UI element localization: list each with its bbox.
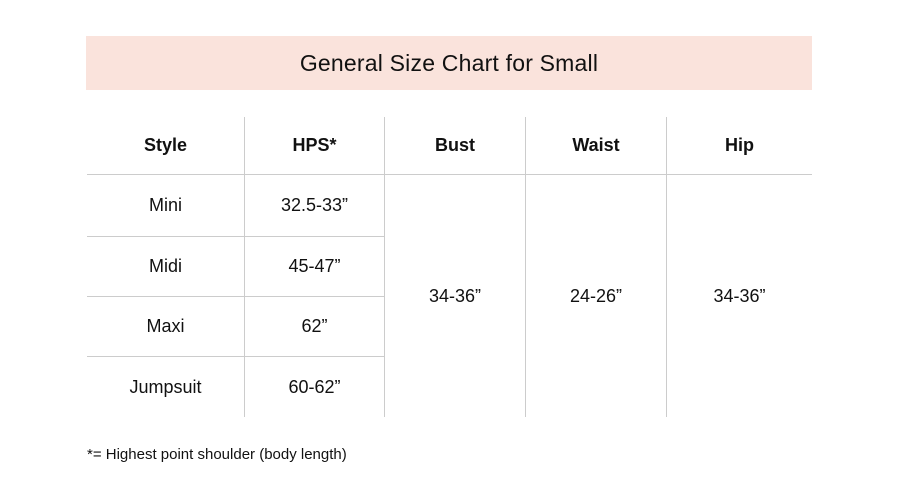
- waist-merged-cell: 24-26”: [525, 175, 666, 417]
- page-title: General Size Chart for Small: [299, 49, 599, 76]
- column-header-bust: Bust: [384, 117, 525, 175]
- footnote: *= Highest point shoulder (body length): [87, 446, 347, 463]
- column-header-hip: Hip: [666, 117, 812, 175]
- hip-merged-cell: 34-36”: [666, 175, 812, 417]
- column-header-hps: HPS*: [244, 117, 384, 175]
- hps-cell-mini: 32.5-33”: [244, 175, 384, 237]
- chart-title-banner: General Size Chart for Small: [86, 36, 812, 90]
- hps-cell-jumpsuit: 60-62”: [244, 357, 384, 417]
- column-header-style: Style: [87, 117, 244, 175]
- style-cell-mini: Mini: [87, 175, 244, 237]
- bust-merged-cell: 34-36”: [384, 175, 525, 417]
- size-table: Style HPS* Bust Waist Hip Mini 32.5-33” …: [87, 117, 812, 417]
- hps-cell-midi: 45-47”: [244, 237, 384, 297]
- style-cell-midi: Midi: [87, 237, 244, 297]
- style-cell-maxi: Maxi: [87, 297, 244, 357]
- style-cell-jumpsuit: Jumpsuit: [129, 376, 202, 397]
- hps-cell-maxi: 62”: [244, 297, 384, 357]
- column-header-waist: Waist: [525, 117, 666, 175]
